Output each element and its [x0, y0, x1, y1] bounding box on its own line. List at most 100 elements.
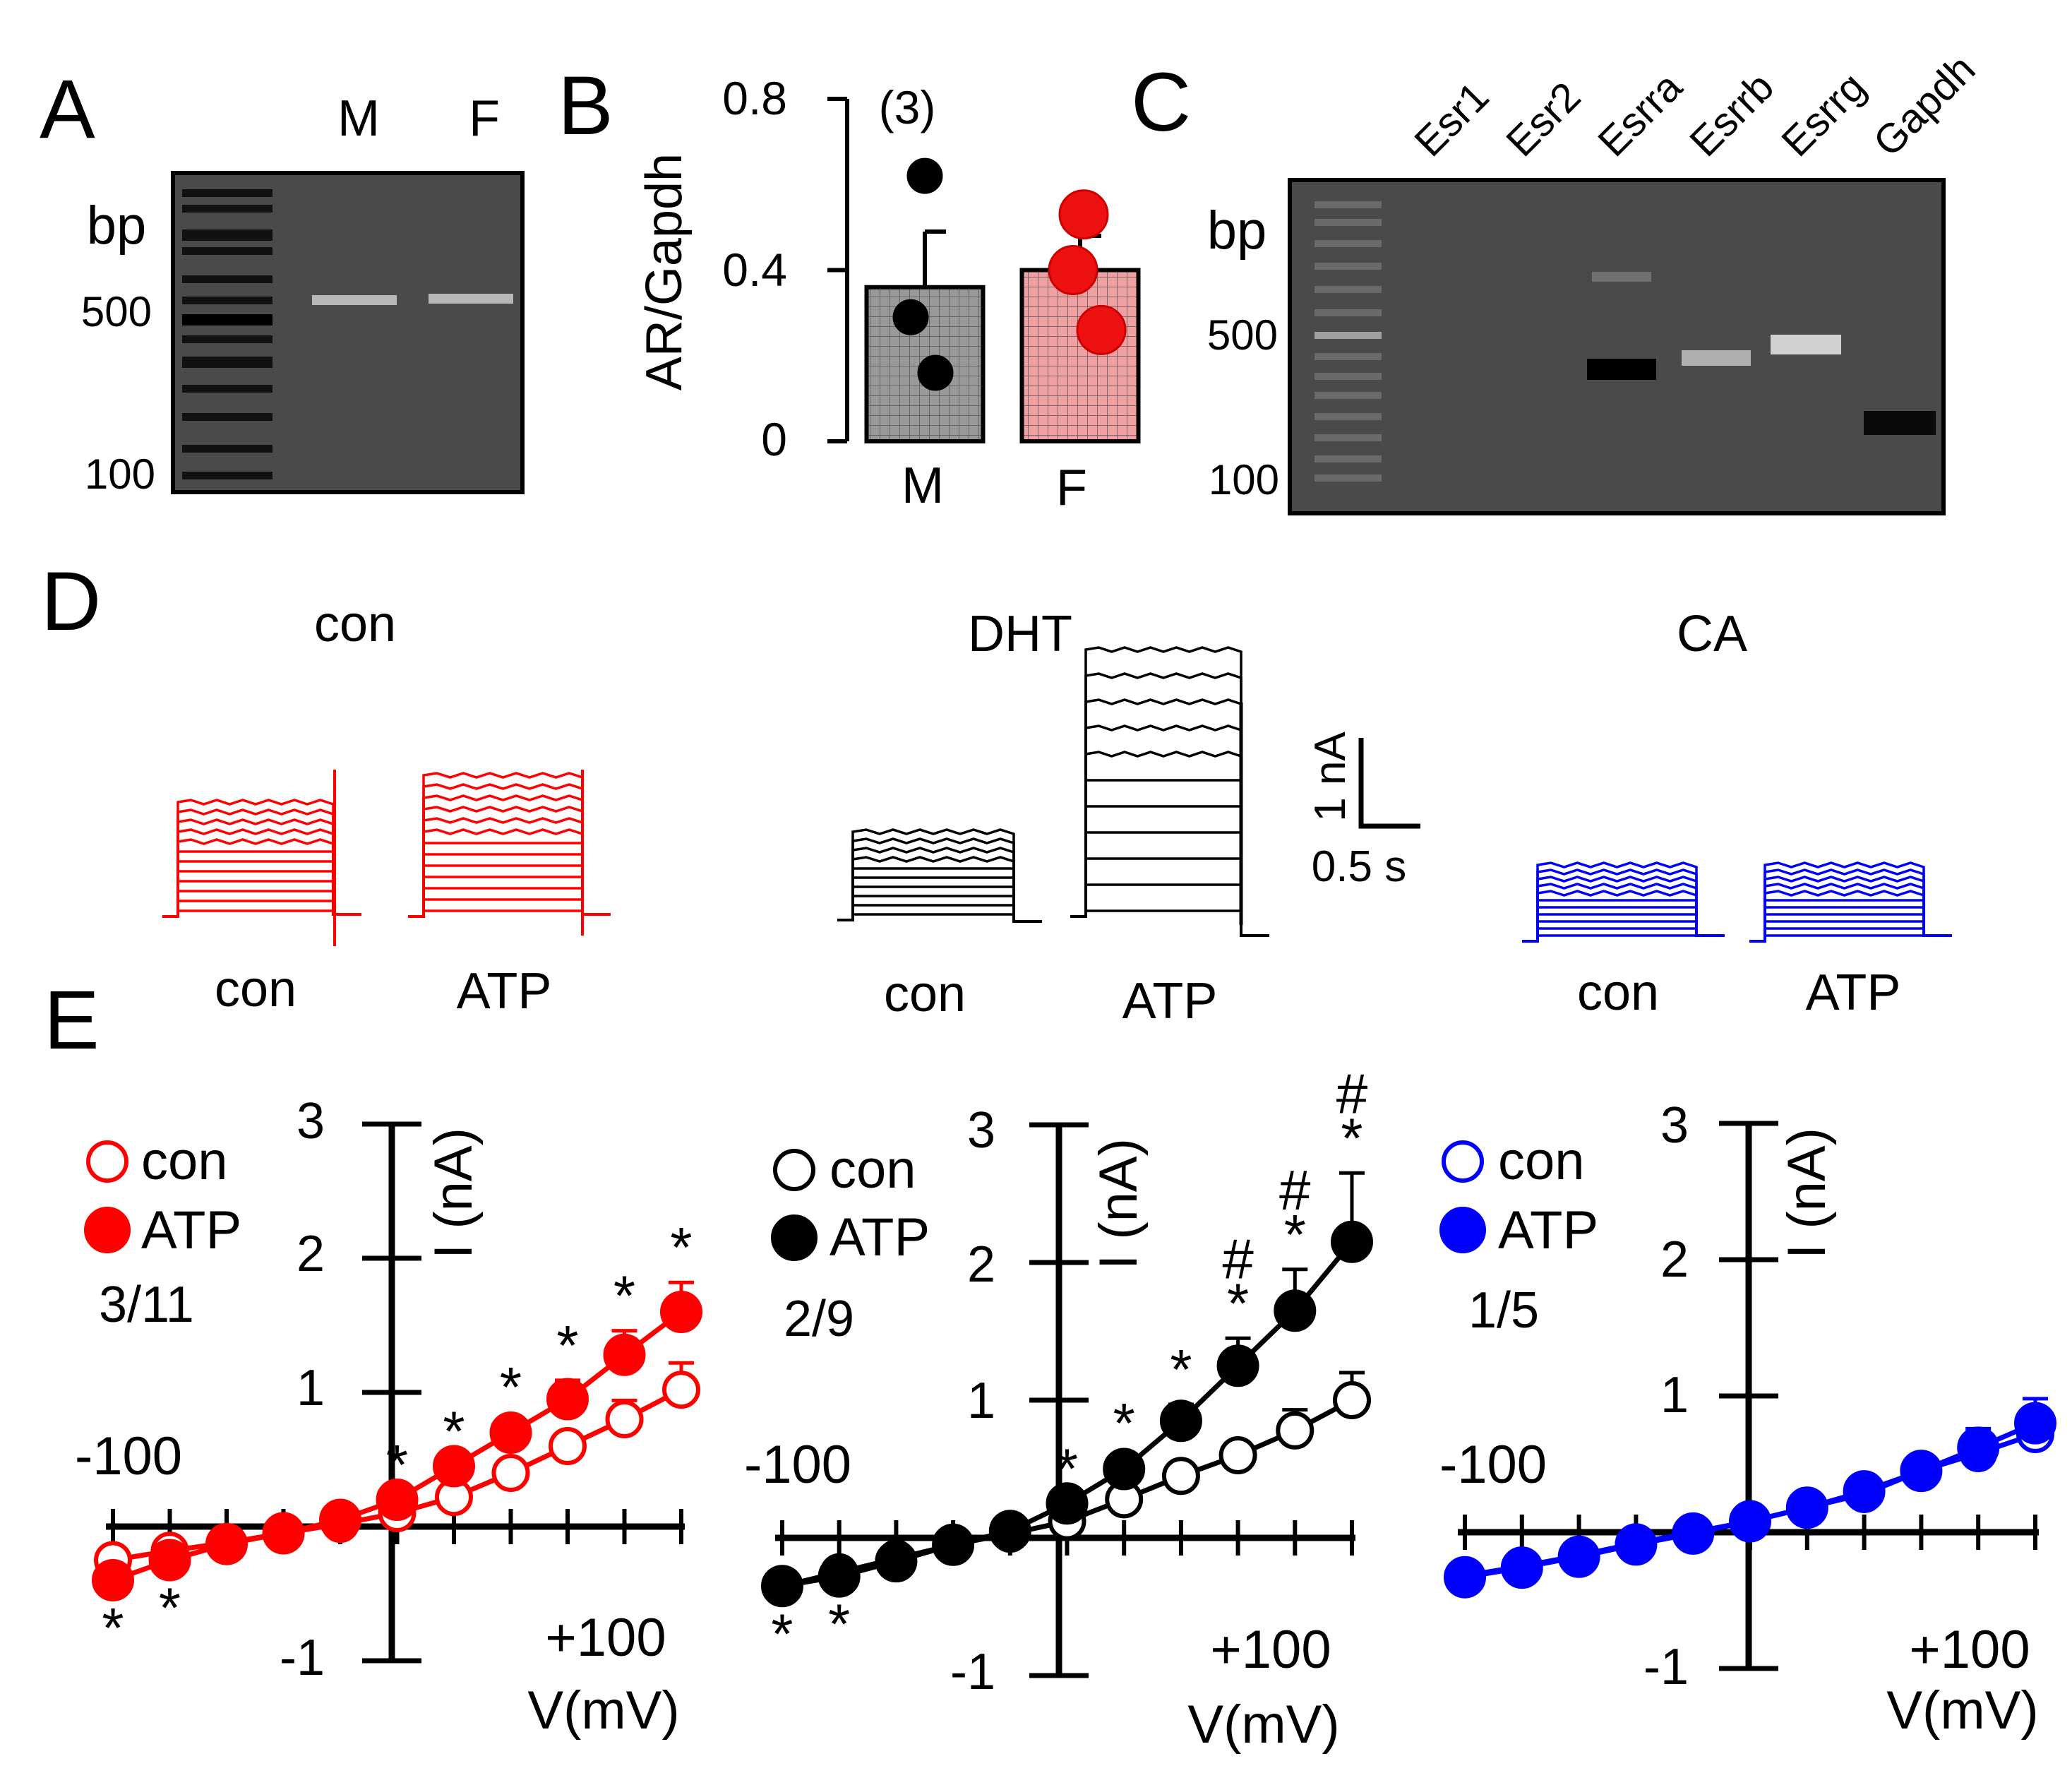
- chart-b-bar: [1019, 268, 1141, 443]
- chart-b-point: [906, 157, 943, 194]
- iv-2-point-con: [1218, 1436, 1257, 1474]
- gel-c-bp-title: bp: [1207, 201, 1267, 261]
- trace-con-con: [162, 828, 361, 918]
- panel-e-iv: I (nA) V(mV) -100 +100 -1 1 2 3 3/11 I (…: [75, 1062, 2056, 1755]
- ladder-a-band: [182, 189, 273, 197]
- iv-3-point-atp: [2014, 1402, 2056, 1445]
- iv-1-ytick-3: 3: [297, 1093, 325, 1150]
- iv-3-point-atp: [1557, 1535, 1600, 1578]
- iv-3-xlabel: V(mV): [1886, 1680, 2038, 1741]
- trace-con-con: [162, 838, 361, 918]
- iv-1-sig-mark: *: [386, 1433, 408, 1496]
- scale-bar: [1358, 738, 1420, 829]
- iv-2-sig-mark: *: [1170, 1338, 1192, 1401]
- gel-c-gene-esr1: Esr1: [1406, 73, 1497, 165]
- iv-2-point-atp: [818, 1555, 861, 1598]
- trace-con-con: [162, 900, 361, 918]
- ladder-c-band: [1315, 309, 1382, 316]
- trace-ca-con: [1522, 883, 1725, 943]
- trace-ca-atp: [1749, 883, 1952, 943]
- gel-a-lane-f: F: [469, 90, 500, 147]
- iv-2-point-atp: [1331, 1220, 1373, 1263]
- iv-1-xlabel: V(mV): [527, 1680, 679, 1741]
- gel-a-bp-title: bp: [87, 196, 147, 256]
- trace-ca-atp: [1749, 913, 1952, 943]
- trace-group-title-con: con: [314, 596, 396, 652]
- trace-con-atp: [408, 876, 611, 918]
- gel-a-lane-m: M: [337, 90, 380, 147]
- iv-1-ytick-m1: -1: [280, 1630, 325, 1686]
- iv-3-ylabel: I (nA): [1777, 1128, 1837, 1259]
- trace-dht-atp: [1070, 724, 1269, 937]
- ladder-a-band: [182, 314, 273, 326]
- iv-3-legend-atp: ATP: [1498, 1200, 1598, 1260]
- trace-ca-con: [1522, 913, 1725, 943]
- iv-2-xmin: -100: [744, 1435, 851, 1495]
- chart-b-ylabel: AR/Gapdh: [636, 153, 693, 390]
- trace-ca-atp: [1749, 906, 1952, 943]
- iv-2-ytick-1: 1: [967, 1373, 995, 1429]
- trace-con-con: [162, 818, 361, 918]
- ladder-c: [1315, 201, 1382, 482]
- gel-c-gene-esrra: Esrra: [1589, 64, 1691, 165]
- iv-1-point-atp: [433, 1445, 475, 1488]
- trace-con-atp: [408, 817, 611, 918]
- iv-2-legend-marker-atp: [771, 1214, 818, 1261]
- iv-1-ytick-2: 2: [297, 1226, 325, 1282]
- ladder-c-band: [1315, 413, 1382, 420]
- ladder-a-band: [182, 275, 273, 283]
- trace-ca-con: [1522, 868, 1725, 943]
- iv-1-legend-marker-atp: [84, 1207, 131, 1253]
- trace-label-con-con: con: [215, 961, 297, 1017]
- trace-dht-con: [837, 867, 1042, 923]
- chart-b-point: [1048, 245, 1098, 295]
- trace-ca-con: [1522, 890, 1725, 943]
- iv-2-ylabel: I (nA): [1089, 1138, 1149, 1270]
- trace-ca-atp: [1749, 861, 1952, 943]
- trace-con-atp: [408, 794, 611, 918]
- trace-dht-con: [837, 856, 1042, 923]
- trace-ca-con: [1522, 934, 1725, 943]
- iv-3-point-atp: [1672, 1512, 1715, 1555]
- iv-2-sig-mark: *: [1284, 1203, 1306, 1266]
- iv-3-point-atp: [1843, 1470, 1886, 1513]
- iv-3-legend-con: con: [1498, 1131, 1585, 1191]
- trace-dht-con: [837, 885, 1042, 923]
- trace-ca-atp: [1749, 927, 1952, 943]
- gel-a-band-f: [429, 294, 513, 304]
- iv-3-ratio: 1/5: [1468, 1282, 1539, 1339]
- iv-3-ytick-1: 1: [1660, 1367, 1689, 1423]
- panel-label-e: E: [44, 974, 100, 1067]
- ladder-a-band: [182, 229, 273, 241]
- trace-con-atp: [408, 909, 611, 918]
- panel-a-gel: M F bp 500 100: [81, 90, 525, 498]
- trace-dht-atp: [1070, 909, 1269, 937]
- trace-ca-atp: [1749, 920, 1952, 943]
- iv-1-xmin: -100: [75, 1426, 182, 1486]
- iv-2-sig-mark: *: [1227, 1272, 1249, 1335]
- iv-2-point-atp: [1103, 1447, 1146, 1491]
- iv-3-legend-marker-atp: [1439, 1207, 1486, 1253]
- trace-con-con: [162, 880, 361, 918]
- trace-ca-con: [1522, 876, 1725, 943]
- trace-dht-atp: [1070, 698, 1269, 937]
- trace-dht-con: [837, 837, 1042, 923]
- gel-a-background: [171, 171, 525, 494]
- iv-1-point-atp: [546, 1378, 589, 1421]
- iv-3-point-atp: [1729, 1500, 1771, 1543]
- chart-b: AR/Gapdh 0 0.4 0.8 (3) M F: [636, 72, 1141, 516]
- iv-1-point-atp: [603, 1333, 646, 1376]
- iv-2-sig-mark: *: [828, 1593, 850, 1656]
- ladder-c-band: [1315, 373, 1382, 380]
- scale-bar-current: 1 nA: [1306, 732, 1355, 822]
- trace-con-con: [162, 850, 361, 918]
- trace-dht-atp: [1070, 751, 1269, 937]
- chart-b-ytick-1: 0.4: [722, 244, 787, 296]
- iv-1-point-atp: [205, 1522, 248, 1565]
- trace-con-con: [162, 860, 361, 918]
- ladder-c-band: [1315, 332, 1382, 339]
- trace-con-con: [162, 799, 361, 918]
- trace-ca-con: [1522, 861, 1725, 943]
- iv-2-legend-atp: ATP: [830, 1207, 930, 1267]
